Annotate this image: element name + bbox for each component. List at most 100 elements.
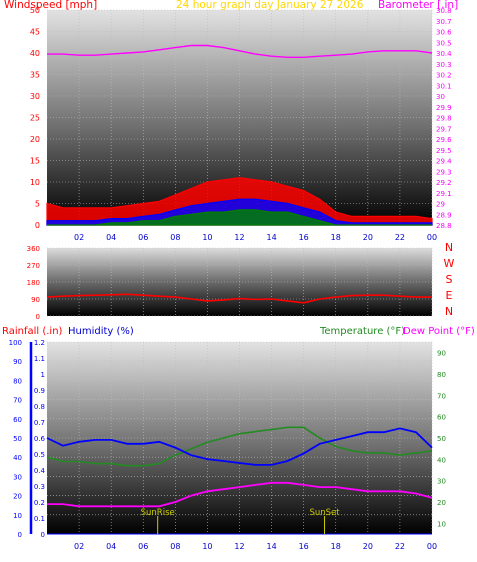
x-tick-label: 08 [170,542,180,551]
rainfall-tick-label: 0.4 [34,467,46,475]
temperature-lines [46,426,433,535]
x-tick-label: 10 [202,542,212,551]
temperature-line [46,426,433,467]
rainfall-tick-label: 0.2 [34,499,45,507]
humidity-tick-label: 0 [18,531,22,539]
sun-markers: SunRise SunSet [141,508,340,534]
sunset-label: SunSet [309,508,340,518]
windspeed-label: Windspeed [mph] [4,0,97,11]
wind-tick-label: 0 [35,221,40,230]
barometer-tick-label: 29.7 [436,125,452,133]
barometer-line [47,44,433,58]
rainfall-tick-label: 0 [41,531,45,539]
barometer-tick-label: 29.9 [436,104,452,112]
rainfall-tick-label: 0.7 [34,419,45,427]
x-tick-label: 18 [331,233,341,242]
rainfall-tick-label: 1.2 [34,339,45,347]
wind-tick-label: 35 [30,71,40,80]
x-tick-label: 04 [106,233,116,242]
temperature-tick-label: 80 [437,371,446,379]
rainfall-tick-label: 0.6 [34,435,46,443]
x-tick-label: 16 [299,542,309,551]
wind-tick-label: 15 [30,157,40,166]
wind-right-axis: 28.8 28.9 29 29.1 29.2 29.3 29.4 29.5 29.6 29.7 29… [436,7,452,230]
rainfall-tick-label: 0.8 [34,403,45,411]
x-tick-label: 12 [234,542,244,551]
temperature-label: Temperature (°F) [319,326,405,337]
wind-tick-label: 5 [35,200,40,209]
direction-lines [46,293,432,304]
x-tick-label: 20 [363,233,373,242]
compass-label: N [445,241,453,254]
humidity-tick-label: 30 [13,473,22,481]
humidity-tick-label: 90 [13,358,22,366]
humidity-axis: 0 10 20 30 40 50 60 70 80 90 100 [9,339,33,539]
x-tick-label: 06 [138,542,148,551]
rainfall-tick-label: 1.1 [34,355,45,363]
wind-direction-line [46,293,432,304]
direction-tick-label: 90 [31,296,40,304]
barometer-tick-label: 30.5 [436,39,452,47]
x-tick-label: 12 [234,233,244,242]
direction-tick-label: 0 [36,313,40,321]
compass-label: N [445,305,453,318]
humidity-label: Humidity (%) [68,326,134,337]
barometer-tick-label: 29 [436,201,445,209]
rainfall-tick-label: 0.9 [34,387,45,395]
rainfall-tick-label: 0.3 [34,483,45,491]
temperature-tick-label: 60 [437,414,446,422]
barometer-tick-label: 29.5 [436,147,452,155]
x-tick-label: 08 [170,233,180,242]
temperature-tick-label: 10 [437,520,446,528]
wind-tick-label: 20 [30,135,40,144]
x-tick-label: 14 [266,542,276,551]
x-tick-label: 10 [202,233,212,242]
temperature-tick-label: 70 [437,392,446,400]
humidity-tick-label: 40 [13,454,22,462]
barometer-tick-label: 28.8 [436,222,452,230]
rainfall-tick-label: 0.5 [34,451,45,459]
direction-tick-label: 360 [27,245,40,253]
temperature-x-axis: 02 04 06 08 10 12 14 16 18 20 22 00 [74,542,437,551]
x-tick-label: 00 [427,542,437,551]
sunrise-label: SunRise [141,508,175,518]
barometer-tick-label: 29.2 [436,179,452,187]
barometer-tick-label: 29.3 [436,168,452,176]
barometer-tick-label: 30.8 [436,7,452,15]
barometer-tick-label: 29.6 [436,136,452,144]
humidity-tick-label: 100 [9,339,22,347]
temperature-tick-label: 90 [437,350,446,358]
temperature-tick-label: 20 [437,499,446,507]
wind-left-axis: 0 5 10 15 20 25 30 35 40 45 50 [30,6,40,230]
wind-tick-label: 25 [30,114,40,123]
x-tick-label: 02 [74,542,84,551]
compass-label: E [446,289,453,302]
temperature-tick-label: 50 [437,435,446,443]
x-tick-label: 20 [363,542,373,551]
wind-low-line [47,209,432,226]
chart-title: 24 hour graph day January 27 2026 [176,0,364,11]
humidity-tick-label: 70 [13,397,22,405]
humidity-tick-label: 60 [13,416,22,424]
x-tick-label: 04 [106,542,116,551]
x-tick-label: 16 [299,233,309,242]
humidity-tick-label: 80 [13,377,22,385]
compass-label: S [446,273,453,286]
direction-tick-label: 270 [27,262,40,270]
dewpoint-label: Dew Point (°F) [403,326,475,337]
temperature-axis: 10 20 30 40 50 60 70 80 90 [437,350,446,529]
barometer-tick-label: 29.4 [436,158,452,166]
barometer-tick-label: 30 [436,93,445,101]
humidity-tick-label: 50 [13,435,22,443]
x-tick-label: 22 [395,542,405,551]
barometer-label: Barometer [.in] [378,0,458,11]
direction-axis: 360 270 180 90 0 [27,245,40,321]
x-tick-label: 22 [395,233,405,242]
barometer-tick-label: 30.2 [436,72,452,80]
barometer-tick-label: 30.6 [436,29,452,37]
direction-tick-label: 180 [27,279,40,287]
compass-label: W [444,257,455,270]
wind-tick-label: 50 [30,6,40,15]
